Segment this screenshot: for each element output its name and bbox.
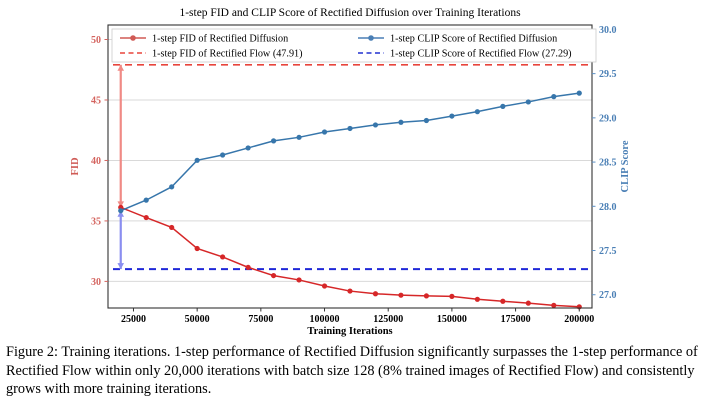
data-point: [500, 103, 506, 109]
x-tick-label: 50000: [185, 314, 210, 325]
y-right-tick-label: 27.5: [599, 246, 617, 257]
y-right-tick-label: 29.0: [599, 113, 617, 124]
figure-chart: 1-step FID and CLIP Score of Rectified D…: [70, 7, 631, 337]
data-point: [296, 277, 302, 283]
data-point: [474, 109, 480, 115]
data-point: [194, 157, 200, 163]
data-point: [118, 208, 124, 214]
x-tick-label: 25000: [121, 314, 146, 325]
x-tick-label: 150000: [437, 314, 467, 325]
data-point: [423, 117, 430, 124]
legend-box: [111, 28, 597, 63]
data-point: [474, 296, 480, 302]
x-tick-label: 200000: [564, 314, 594, 325]
data-point: [500, 298, 506, 304]
plot-frame: [107, 24, 593, 309]
fid-gap-arrow-head: [117, 201, 125, 208]
data-point: [270, 272, 277, 279]
data-point: [551, 302, 557, 308]
data-point: [398, 119, 404, 125]
data-point: [143, 214, 149, 221]
x-tick-label: 125000: [373, 314, 403, 325]
y-left-tick-label: 30: [91, 277, 101, 288]
chart-legend: 1-step FID of Rectified Diffusion 1-step …: [111, 28, 597, 63]
caption-label: Figure 2:: [6, 344, 59, 360]
x-tick-label: 75000: [248, 314, 273, 325]
data-point: [245, 264, 251, 270]
axis-ticks: 25000 50000 75000 100000 125000 150000 175000 2…: [70, 25, 631, 337]
data-point: [143, 197, 149, 203]
y-right-tick-label: 28.5: [599, 158, 617, 169]
annotations: [117, 64, 125, 270]
legend-entry-label: 1-step FID of Rectified Flow (47.91): [152, 49, 303, 60]
data-point: [347, 125, 353, 132]
data-point: [245, 145, 251, 151]
y-right-tick-label: 28.0: [599, 202, 617, 213]
data-point: [169, 224, 175, 231]
y-right-tick-label: 27.0: [599, 290, 617, 301]
y-right-axis-label: CLIP Score: [620, 140, 631, 192]
data-point: [220, 254, 226, 260]
clip-gap-arrow-head: [117, 210, 125, 217]
data-point: [423, 293, 430, 299]
data-point: [525, 300, 531, 306]
data-point: [220, 152, 226, 158]
y-right-tick-label: 30.0: [599, 25, 617, 36]
chart-canvas: 1-step FID and CLIP Score of Rectified D…: [70, 7, 631, 337]
legend-marker: [130, 35, 136, 41]
caption-paragraph: Figure 2: Training iterations. 1-step pe…: [6, 343, 714, 399]
fid-gap-arrow-head: [117, 64, 125, 71]
y-left-tick-label: 45: [91, 95, 101, 106]
data-point: [296, 134, 302, 140]
data-point: [576, 90, 582, 96]
data-point: [551, 94, 557, 100]
y-left-tick-label: 50: [91, 35, 101, 46]
data-point: [347, 288, 353, 294]
data-series: [118, 90, 582, 310]
legend-marker: [368, 35, 374, 41]
axes-frame: [107, 24, 593, 309]
x-tick-label: 175000: [501, 314, 531, 325]
clip-line: [120, 92, 580, 212]
data-point: [194, 245, 200, 252]
data-point: [449, 293, 455, 299]
chart-title: 1-step FID and CLIP Score of Rectified D…: [179, 7, 521, 19]
data-point: [169, 184, 175, 190]
y-right-tick-label: 29.5: [599, 69, 617, 80]
x-axis-label: Training Iterations: [307, 326, 392, 337]
caption-body: Training iterations. 1-step performance …: [6, 344, 698, 398]
y-left-tick-label: 40: [91, 156, 101, 167]
y-left-axis-label: FID: [70, 157, 81, 176]
figure-caption: Figure 2: Training iterations. 1-step pe…: [0, 341, 720, 409]
reference-lines: [113, 63, 589, 271]
legend-entry-label: 1-step CLIP Score of Rectified Diffusion: [390, 34, 557, 45]
data-point: [321, 129, 328, 135]
legend-entry-label: 1-step FID of Rectified Diffusion: [152, 34, 288, 45]
data-point: [270, 138, 277, 144]
data-point: [398, 292, 404, 298]
data-point: [372, 291, 379, 297]
clip-gap-arrow-head: [117, 263, 125, 270]
data-point: [449, 113, 455, 119]
y-left-tick-label: 35: [91, 216, 101, 227]
data-point: [372, 122, 379, 128]
gridlines: [108, 39, 592, 282]
data-point: [525, 99, 531, 105]
legend-entry-label: 1-step CLIP Score of Rectified Flow (27.…: [390, 49, 572, 60]
x-tick-label: 100000: [310, 314, 340, 325]
data-point: [321, 283, 328, 289]
